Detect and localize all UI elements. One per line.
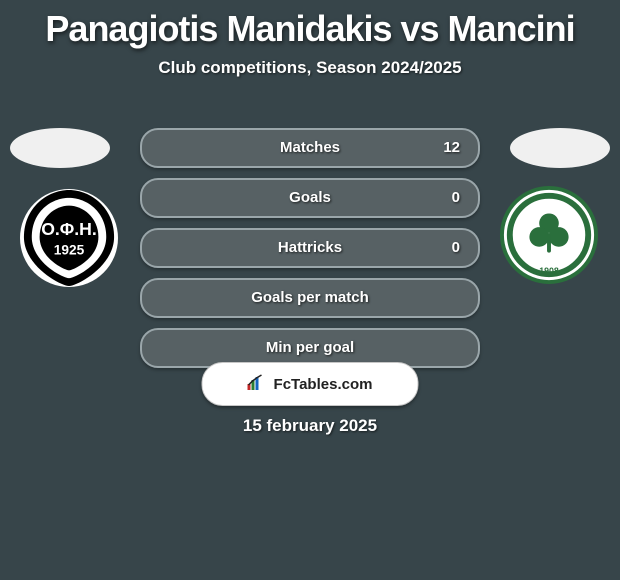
stat-right-value: 0 [452, 180, 460, 216]
stat-label: Min per goal [266, 339, 354, 356]
stat-row-hattricks: Hattricks 0 [140, 228, 480, 268]
page-title: Panagiotis Manidakis vs Mancini [0, 8, 620, 50]
stat-label: Goals per match [251, 289, 369, 306]
club-crest-right: 1908 [500, 186, 598, 290]
stat-label: Hattricks [278, 239, 342, 256]
page-subtitle: Club competitions, Season 2024/2025 [0, 58, 620, 78]
svg-text:Ο.Φ.Η.: Ο.Φ.Η. [41, 219, 97, 239]
stat-label: Goals [289, 189, 331, 206]
brand-label: FcTables.com [274, 376, 373, 393]
player-left-avatar [10, 128, 110, 168]
stat-row-goals: Goals 0 [140, 178, 480, 218]
stat-label: Matches [280, 139, 340, 156]
stat-row-matches: Matches 12 [140, 128, 480, 168]
stat-right-value: 0 [452, 230, 460, 266]
svg-text:1925: 1925 [54, 243, 85, 258]
chart-icon [248, 374, 268, 394]
svg-text:1908: 1908 [539, 266, 559, 276]
stats-container: Matches 12 Goals 0 Hattricks 0 Goals per… [140, 128, 480, 368]
stat-row-goals-per-match: Goals per match [140, 278, 480, 318]
stat-right-value: 12 [443, 130, 460, 166]
snapshot-date: 15 february 2025 [0, 416, 620, 436]
club-crest-left: Ο.Φ.Η. 1925 [20, 186, 118, 290]
player-right-avatar [510, 128, 610, 168]
brand-pill[interactable]: FcTables.com [202, 362, 419, 406]
